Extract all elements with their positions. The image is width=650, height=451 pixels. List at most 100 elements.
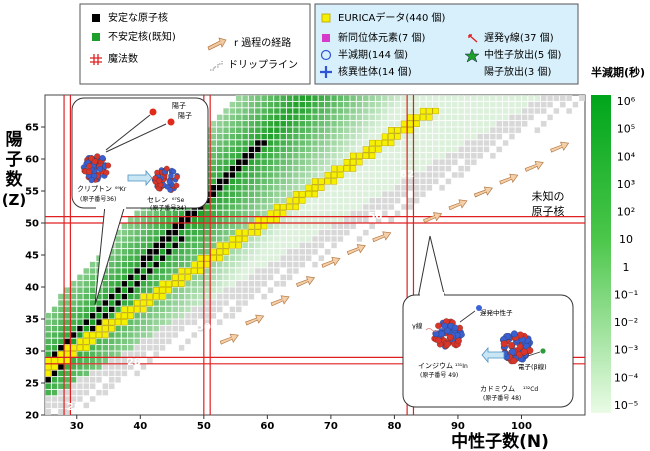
nuclide-cell bbox=[502, 101, 509, 108]
nuclide-cell bbox=[134, 242, 141, 249]
nuclide-cell bbox=[191, 306, 198, 313]
nuclide-cell bbox=[349, 152, 357, 159]
nuclide-cell bbox=[311, 203, 319, 211]
nuclide-cell bbox=[70, 312, 77, 319]
nuclide-cell bbox=[235, 184, 242, 191]
nuclide-cell bbox=[223, 255, 230, 262]
r-process-arrow bbox=[499, 173, 519, 185]
nuclide-cell bbox=[51, 357, 58, 364]
nuclide-cell bbox=[299, 191, 306, 198]
nuclide-cell bbox=[407, 159, 414, 166]
nuclide-cell bbox=[413, 146, 420, 153]
nuclide-cell bbox=[331, 223, 338, 230]
nuclide-cell bbox=[292, 235, 299, 243]
nuclide-cell bbox=[394, 178, 401, 185]
nuclide-cell bbox=[305, 216, 312, 223]
nuclide-cell bbox=[184, 293, 191, 300]
krypton-mass: ⁶⁹Kr bbox=[115, 186, 127, 193]
nuclide-cell bbox=[102, 389, 109, 396]
nuclide-cell bbox=[261, 293, 268, 300]
nuclide-cell bbox=[242, 171, 249, 179]
nuclide-cell bbox=[191, 319, 198, 326]
nuclide-cell bbox=[324, 178, 331, 185]
nuclide-cell bbox=[369, 165, 376, 172]
nuclide-cell bbox=[337, 114, 344, 121]
nuclide-cell bbox=[76, 338, 84, 345]
nuclide-cell bbox=[242, 95, 249, 102]
nuclide-cell bbox=[254, 242, 261, 249]
nuclide-cell bbox=[216, 203, 223, 211]
nuclide-cell bbox=[70, 351, 77, 358]
nuclide-cell bbox=[134, 280, 141, 287]
nuclide-cell bbox=[102, 338, 109, 345]
nuclide-cell bbox=[273, 210, 281, 217]
nuclide-cell bbox=[280, 120, 287, 127]
nuclide-cell bbox=[426, 101, 433, 108]
nuclide-cell bbox=[324, 146, 331, 153]
nuclide-cell bbox=[305, 197, 312, 204]
nuclide-cell bbox=[394, 184, 401, 191]
nuclide-cell bbox=[267, 114, 274, 121]
nuclide-cell bbox=[477, 114, 484, 121]
nuclide-cell bbox=[89, 312, 96, 319]
nuclide-cell bbox=[242, 242, 249, 249]
nuclide-cell bbox=[254, 203, 261, 211]
nuclide-cell bbox=[64, 370, 71, 377]
nuclide-cell bbox=[331, 95, 338, 102]
nuclide-cell bbox=[286, 197, 293, 204]
nuclide-cell bbox=[134, 293, 141, 300]
nuclide-cell bbox=[343, 107, 350, 115]
nuclide-cell bbox=[261, 120, 268, 127]
nuclide-cell bbox=[254, 197, 261, 204]
nuclide-cell bbox=[305, 203, 312, 211]
nuclide-cell bbox=[203, 255, 211, 262]
y-tick-label: 50 bbox=[25, 219, 39, 230]
nuclide-cell bbox=[197, 248, 204, 255]
nuclide-cell bbox=[330, 178, 338, 185]
nuclide-cell bbox=[400, 159, 407, 166]
nuclide-cell bbox=[210, 165, 217, 172]
nuclide-cell bbox=[496, 133, 503, 140]
nuclide-cell bbox=[210, 299, 217, 307]
nuclide-cell bbox=[235, 114, 242, 121]
nuclide-cell bbox=[64, 331, 71, 339]
legend-right-label: 新同位体元素(7 個) bbox=[338, 31, 425, 44]
nuclide-cell bbox=[203, 242, 211, 249]
nuclide-cell bbox=[216, 280, 223, 287]
nuclide-cell bbox=[248, 255, 255, 262]
nuclide-cell bbox=[45, 338, 52, 345]
nuclide-cell bbox=[229, 120, 236, 127]
nuclide-cell bbox=[248, 280, 255, 287]
nuclide-cell bbox=[51, 331, 58, 339]
nuclide-cell bbox=[267, 127, 274, 134]
nuclide-cell bbox=[216, 299, 223, 307]
inset-right: 遅発中性子 γ線 電子(β線) インジウム ¹³¹In (原子番号 49) カド… bbox=[402, 235, 574, 408]
nuclide-cell bbox=[305, 235, 312, 243]
nuclide-cell bbox=[197, 261, 204, 268]
nuclide-cell bbox=[419, 152, 427, 159]
nuclide-cell bbox=[489, 120, 496, 127]
nuclide-cell bbox=[547, 114, 554, 121]
nuclide-cell bbox=[242, 274, 249, 281]
nuclide-cell bbox=[458, 139, 465, 147]
nuclide-cell bbox=[445, 101, 452, 108]
nuclide-cell bbox=[223, 197, 230, 204]
nuclide-cell bbox=[331, 101, 338, 108]
y-axis-title-1: 陽 bbox=[6, 130, 23, 150]
nuclide-cell bbox=[369, 197, 376, 204]
nuclide-cell bbox=[89, 395, 96, 403]
nuclide-cell bbox=[45, 344, 52, 351]
nuclide-cell bbox=[273, 229, 280, 236]
colorbar-tick-label: 10⁶ bbox=[617, 95, 636, 108]
nuclide-cell bbox=[356, 178, 363, 185]
nuclide-cell bbox=[337, 165, 344, 172]
nuclide-cell bbox=[229, 242, 236, 249]
nuclide-cell bbox=[159, 312, 166, 319]
nuclide-cell bbox=[426, 159, 433, 166]
nuclide-cell bbox=[426, 120, 433, 127]
nuclide-cell bbox=[254, 274, 261, 281]
nuclide-cell bbox=[76, 274, 83, 281]
legend-right-label: 中性子放出(5 個) bbox=[484, 48, 561, 61]
nuclide-cell bbox=[108, 344, 115, 351]
nuclide-cell bbox=[273, 280, 280, 287]
